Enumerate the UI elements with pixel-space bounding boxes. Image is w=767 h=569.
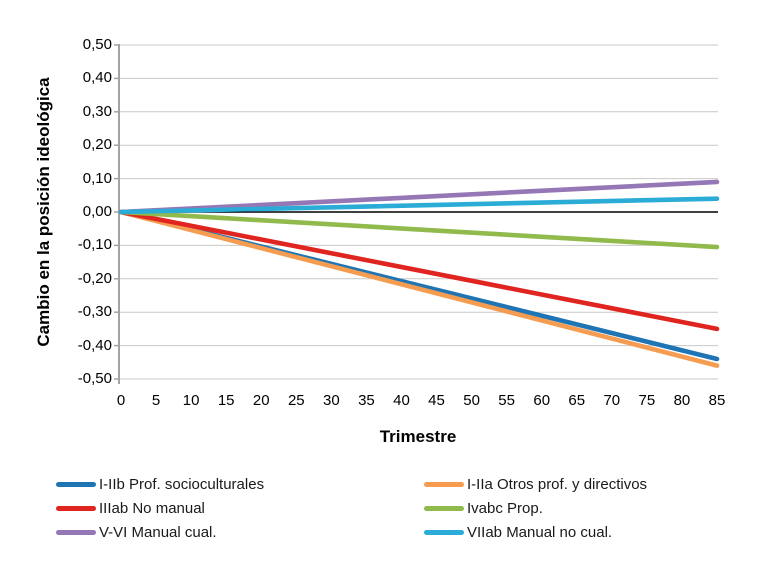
- y-tick-label: 0,50: [82, 36, 112, 53]
- series-line-5: [118, 196, 720, 215]
- x-tick-label: 40: [393, 392, 410, 409]
- legend-line-swatch: [424, 505, 464, 511]
- plot-area: 0,50 0,40 0,30 0,20 0,10 0,00 -0,10 -0,20 -0,30 -…: [34, 36, 726, 446]
- legend-column-right: I-IIa Otros prof. y directivos Ivabc Prop…: [424, 472, 647, 544]
- x-tick-label: 65: [568, 392, 586, 409]
- y-tick-label: -0,10: [77, 236, 112, 254]
- x-tick-label: 10: [182, 392, 200, 409]
- x-axis-title: Trimestre: [379, 427, 457, 446]
- y-tick-label: -0,20: [77, 269, 112, 287]
- legend-line-swatch: [56, 505, 96, 511]
- x-tick-label: 35: [358, 392, 375, 409]
- legend-item: IIIab No manual: [56, 496, 264, 520]
- x-tick-label: 30: [323, 392, 340, 409]
- x-tick-label: 50: [463, 392, 480, 409]
- legend-label: V-VI Manual cual.: [99, 523, 217, 541]
- x-tick-label: 85: [708, 392, 726, 409]
- y-tick-label: 0,40: [82, 69, 112, 87]
- x-tick-label: 5: [151, 392, 161, 409]
- x-tick-label: 15: [217, 392, 235, 409]
- legend-label: Ivabc Prop.: [467, 499, 543, 517]
- legend-label: I-IIa Otros prof. y directivos: [467, 475, 648, 493]
- x-tick-label: 45: [428, 392, 445, 409]
- legend-line-swatch: [56, 481, 96, 487]
- legend-item: Ivabc Prop.: [424, 496, 647, 520]
- y-tick-label: 0,00: [82, 203, 112, 220]
- x-tick-label: 60: [533, 392, 551, 409]
- series-line-2: [118, 209, 720, 332]
- legend-line-swatch: [424, 529, 464, 535]
- x-tick-label: 80: [673, 392, 691, 409]
- y-tick-label: 0,20: [82, 136, 112, 154]
- y-tick-label: -0,30: [77, 303, 112, 321]
- legend-line-swatch: [424, 481, 464, 487]
- x-tick-label: 55: [498, 392, 515, 409]
- legend-item: I-IIa Otros prof. y directivos: [424, 472, 647, 496]
- legend-line-swatch: [56, 529, 96, 535]
- y-tick-label: -0,50: [77, 370, 112, 387]
- y-tick-label: 0,30: [82, 102, 112, 120]
- x-tick-label: 0: [116, 392, 126, 409]
- x-tick-label: 25: [287, 392, 305, 409]
- chart-canvas: [114, 44, 720, 384]
- x-tick-label: 70: [603, 392, 621, 409]
- y-axis-title: Cambio en la posición ideológica: [34, 77, 53, 347]
- series-line-1: [118, 209, 720, 368]
- series-line-3: [118, 209, 720, 250]
- legend-label: I-IIb Prof. socioculturales: [99, 475, 265, 493]
- legend-item: VIIab Manual no cual.: [424, 520, 647, 544]
- y-tick-label: -0,40: [77, 336, 112, 354]
- legend-label: VIIab Manual no cual.: [467, 523, 613, 541]
- series-line-4: [118, 179, 720, 215]
- legend-column-left: I-IIb Prof. socioculturales IIIab No manu…: [56, 472, 264, 544]
- legend-label: IIIab No manual: [99, 499, 205, 517]
- x-tick-label: 20: [252, 392, 270, 409]
- legend-item: V-VI Manual cual.: [56, 520, 264, 544]
- legend-item: I-IIb Prof. socioculturales: [56, 472, 264, 496]
- y-tick-label: 0,10: [82, 169, 112, 187]
- x-tick-label: 75: [638, 392, 656, 409]
